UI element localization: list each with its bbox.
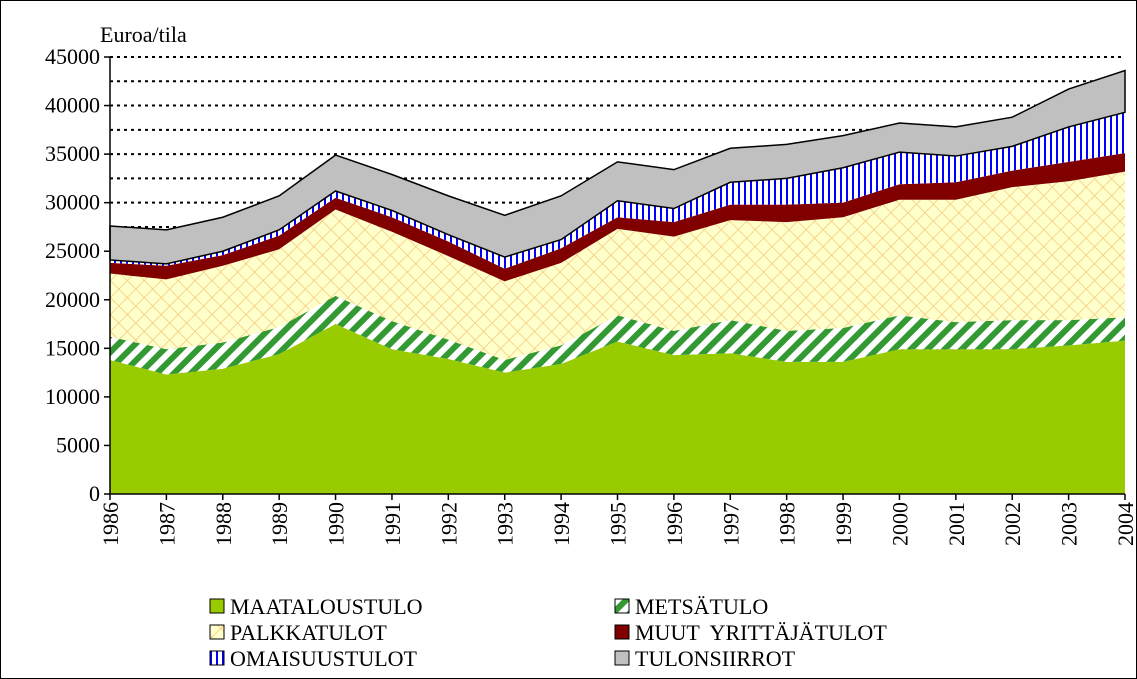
y-tick-label: 45000 xyxy=(45,44,100,69)
x-tick-label: 1994 xyxy=(549,502,574,546)
legend-label: PALKKATULOT xyxy=(230,620,387,645)
y-tick-label: 30000 xyxy=(45,190,100,215)
x-tick-label: 1999 xyxy=(831,502,856,546)
x-tick-label: 2000 xyxy=(887,502,912,546)
x-tick-label: 1995 xyxy=(606,502,631,546)
y-axis-title: Euroa/tila xyxy=(100,22,187,47)
legend-label: OMAISUUSTULOT xyxy=(230,646,418,671)
legend-swatch xyxy=(209,624,225,640)
y-tick-label: 5000 xyxy=(56,432,100,457)
legend-swatch xyxy=(209,598,225,614)
x-tick-label: 1989 xyxy=(267,502,292,546)
x-tick-label: 2002 xyxy=(1000,502,1025,546)
legend-swatch xyxy=(209,650,225,666)
legend-label: TULONSIIRROT xyxy=(635,646,796,671)
legend-swatch xyxy=(614,598,630,614)
x-tick-label: 2003 xyxy=(1057,502,1082,546)
x-tick-label: 1993 xyxy=(493,502,518,546)
legend-label: MAATALOUSTULO xyxy=(230,594,423,619)
y-tick-label: 15000 xyxy=(45,335,100,360)
x-tick-label: 1997 xyxy=(718,502,743,546)
y-tick-label: 20000 xyxy=(45,287,100,312)
area xyxy=(110,171,1125,360)
x-tick-label: 1990 xyxy=(324,502,349,546)
legend-label: MUUT YRITTÄJÄTULOT xyxy=(635,620,887,645)
y-tick-label: 35000 xyxy=(45,141,100,166)
x-tick-label: 1988 xyxy=(211,502,236,546)
y-tick-label: 0 xyxy=(89,481,100,506)
legend-label: METSÄTULO xyxy=(635,594,768,619)
legend-swatch xyxy=(614,624,630,640)
y-tick-label: 25000 xyxy=(45,238,100,263)
y-tick-label: 40000 xyxy=(45,93,100,118)
area xyxy=(109,69,1126,265)
x-tick-label: 2001 xyxy=(944,502,969,546)
y-tick-label: 10000 xyxy=(45,384,100,409)
x-tick-label: 1996 xyxy=(662,502,687,546)
x-tick-label: 1991 xyxy=(380,502,405,546)
area xyxy=(110,295,1125,375)
area xyxy=(110,324,1125,494)
x-tick-label: 1992 xyxy=(436,502,461,546)
x-tick-label: 2004 xyxy=(1113,502,1137,546)
x-tick-label: 1998 xyxy=(775,502,800,546)
x-tick-label: 1987 xyxy=(154,502,179,546)
legend-swatch xyxy=(614,650,630,666)
x-tick-label: 1986 xyxy=(98,502,123,546)
